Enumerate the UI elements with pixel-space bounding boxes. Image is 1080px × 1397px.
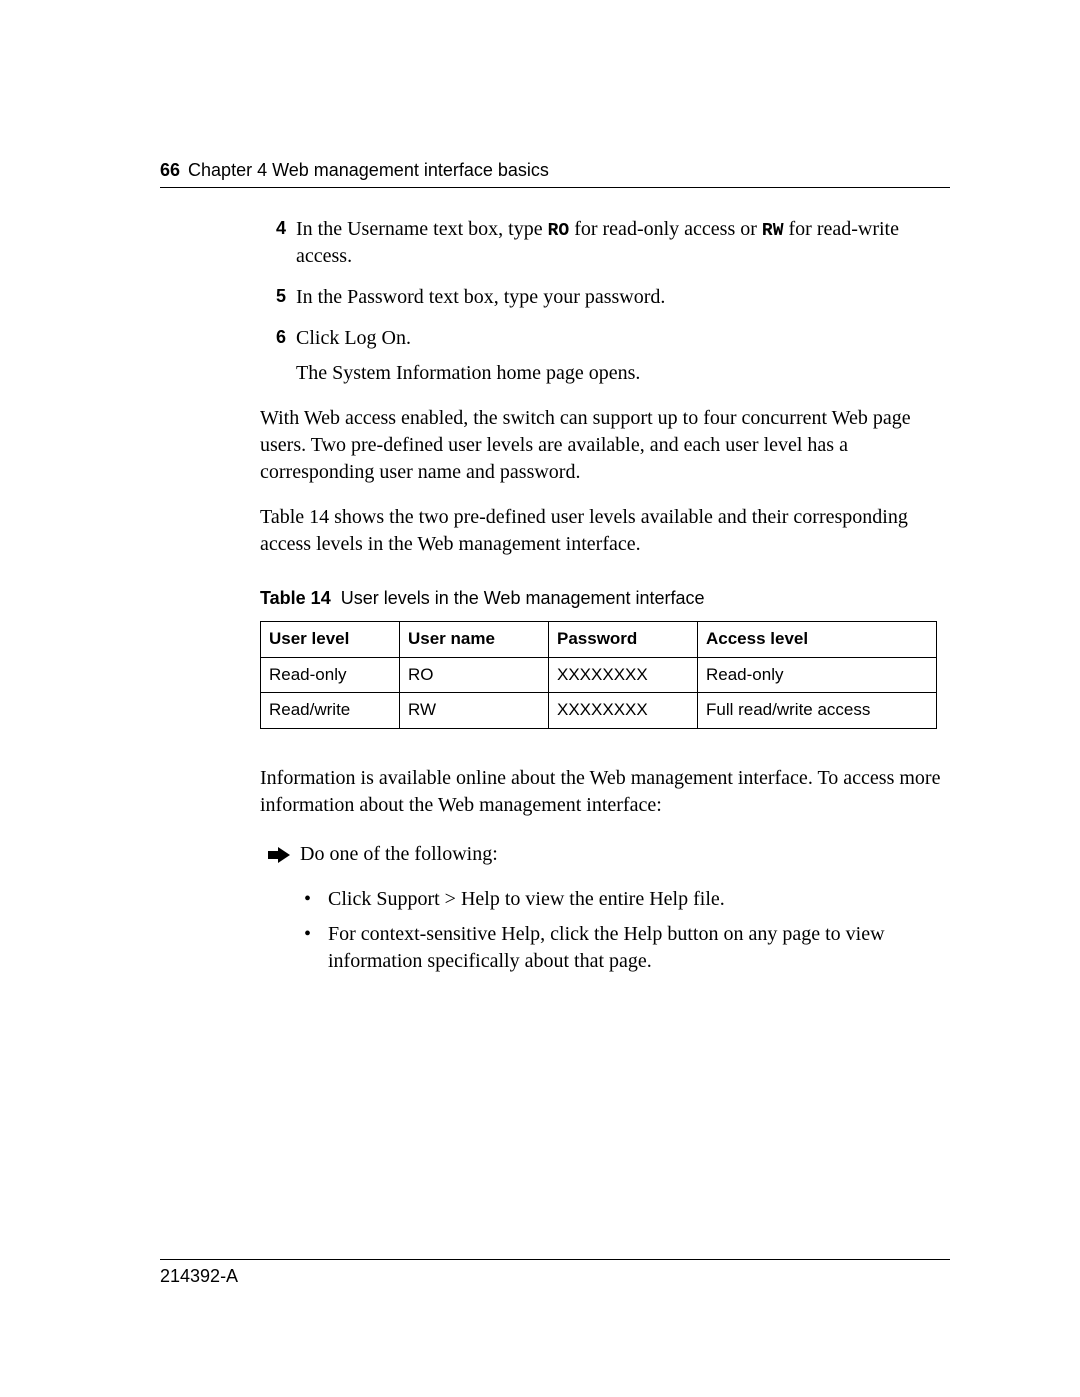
table-title: User levels in the Web management interf… <box>341 588 705 608</box>
table-row: Read-only RO XXXXXXXX Read-only <box>261 657 937 693</box>
arrow-text: Do one of the following: <box>300 841 498 868</box>
user-levels-table: User level User name Password Access lev… <box>260 621 937 730</box>
col-user-level: User level <box>261 621 400 657</box>
col-user-name: User name <box>400 621 549 657</box>
chapter-title: Chapter 4 Web management interface basic… <box>188 160 549 180</box>
paragraph: Table 14 shows the two pre-defined user … <box>260 504 950 558</box>
table-caption: Table 14 User levels in the Web managemen… <box>260 586 950 610</box>
list-item: For context-sensitive Help, click the He… <box>304 921 950 975</box>
step-list: 4 In the Username text box, type RO for … <box>260 216 950 387</box>
page: 66 Chapter 4 Web management interface bas… <box>0 0 1080 1397</box>
page-header: 66 Chapter 4 Web management interface bas… <box>160 160 950 188</box>
step-body: In the Password text box, type your pass… <box>296 284 950 311</box>
table-row: Read/write RW XXXXXXXX Full read/write a… <box>261 693 937 729</box>
paragraph: Information is available online about th… <box>260 765 950 819</box>
page-footer: 214392-A <box>160 1259 950 1287</box>
step-4: 4 In the Username text box, type RO for … <box>260 216 950 270</box>
paragraph: With Web access enabled, the switch can … <box>260 405 950 486</box>
step-6: 6 Click Log On. The System Information h… <box>260 325 950 387</box>
bullet-list: Click Support > Help to view the entire … <box>304 886 950 975</box>
step-number: 6 <box>260 325 286 387</box>
arrow-right-icon <box>268 847 290 863</box>
step-body: Click Log On. The System Information hom… <box>296 325 950 387</box>
step-body: In the Username text box, type RO for re… <box>296 216 950 270</box>
step-followup: The System Information home page opens. <box>296 360 950 387</box>
table-header-row: User level User name Password Access lev… <box>261 621 937 657</box>
step-5: 5 In the Password text box, type your pa… <box>260 284 950 311</box>
document-id: 214392-A <box>160 1266 238 1286</box>
step-number: 4 <box>260 216 286 270</box>
list-item: Click Support > Help to view the entire … <box>304 886 950 913</box>
col-access-level: Access level <box>698 621 937 657</box>
code-rw: RW <box>762 221 784 241</box>
step-number: 5 <box>260 284 286 311</box>
code-ro: RO <box>548 221 570 241</box>
col-password: Password <box>549 621 698 657</box>
page-content: 4 In the Username text box, type RO for … <box>260 216 950 975</box>
page-number: 66 <box>160 160 180 180</box>
table-number: Table 14 <box>260 588 331 608</box>
arrow-instruction: Do one of the following: <box>268 841 950 868</box>
